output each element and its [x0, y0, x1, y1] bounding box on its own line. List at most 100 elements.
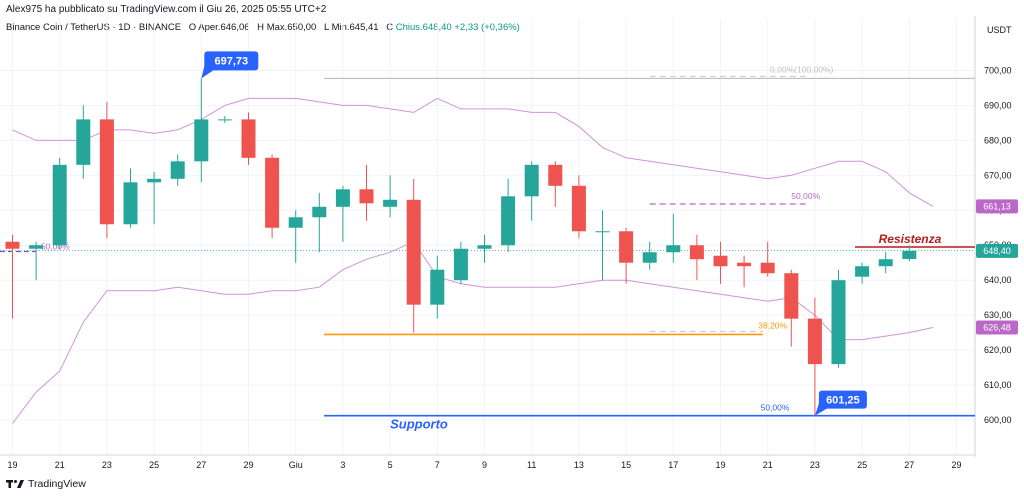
- y-tick-label: 670,00: [984, 170, 1012, 180]
- candle-body: [99, 119, 114, 225]
- bollinger-lower-band: [12, 241, 934, 424]
- candle-body: [406, 199, 421, 305]
- candle-body: [288, 217, 303, 228]
- candle-body: [453, 248, 468, 281]
- y-tick-label: 620,00: [984, 345, 1012, 355]
- x-tick-label: 25: [857, 460, 867, 470]
- y-tick-label: 700,00: [984, 65, 1012, 75]
- candle-body: [217, 119, 232, 121]
- candle-body: [571, 185, 586, 232]
- x-tick-label: 27: [904, 460, 914, 470]
- candle-body: [737, 262, 752, 267]
- low-value: Min.645,41: [331, 22, 379, 33]
- y-tick-label: 690,00: [984, 100, 1012, 110]
- high-value: Max.650,00: [266, 22, 317, 33]
- candle-body: [477, 245, 492, 249]
- change-value: +2,33 (+0,36%): [454, 22, 520, 33]
- candle-body: [147, 178, 162, 183]
- low-label: L: [323, 22, 329, 33]
- x-tick-label: 21: [55, 460, 65, 470]
- candle-body: [642, 252, 657, 263]
- candle-body: [430, 269, 445, 305]
- candle-body: [760, 262, 775, 274]
- x-tick-label: 9: [482, 460, 487, 470]
- lower-band-price-tag-label: 626,48: [983, 322, 1011, 332]
- candle-body: [52, 164, 67, 246]
- x-tick-label: 19: [715, 460, 725, 470]
- x-tick-label: 17: [668, 460, 678, 470]
- tradingview-footer: TradingView: [6, 478, 86, 490]
- candle-body: [194, 119, 209, 162]
- low-callout-label: 601,25: [826, 395, 860, 407]
- candle-body: [902, 250, 917, 260]
- y-tick-label: 600,00: [984, 415, 1012, 425]
- resistance-label: Resistenza: [879, 232, 942, 246]
- x-tick-label: 15: [621, 460, 631, 470]
- x-tick-label: 29: [243, 460, 253, 470]
- candle-body: [29, 245, 44, 249]
- brand-name[interactable]: TradingView: [28, 478, 86, 490]
- publisher-line: Alex975 ha pubblicato su TradingView.com…: [6, 4, 327, 15]
- upper-band-price-tag-box: [976, 199, 1018, 214]
- high-label: H: [257, 22, 265, 33]
- support-label: Supporto: [390, 417, 448, 432]
- candle-body: [312, 206, 327, 218]
- y-tick-label: 640,00: [984, 275, 1012, 285]
- x-tick-label: 19: [7, 460, 17, 470]
- x-tick-label: 21: [763, 460, 773, 470]
- symbol-ohlc-line: Binance Coin / TetherUS · 1D · BINANCE O…: [6, 22, 520, 33]
- current-price-tag-box: [976, 243, 1018, 258]
- candle-body: [241, 119, 256, 158]
- fib-top-label: 0,00%(100,00%): [770, 64, 833, 74]
- bollinger-upper-band: [12, 97, 934, 207]
- candle-body: [784, 273, 799, 319]
- candle-body: [501, 196, 516, 246]
- candle-body: [619, 231, 634, 263]
- candle-body: [76, 119, 91, 165]
- fib-support-label: 50,00%: [761, 403, 790, 413]
- current-price-tag-label: 648,40: [983, 246, 1011, 256]
- x-tick-label: 11: [527, 460, 536, 470]
- candle-body: [878, 259, 893, 267]
- symbol-name[interactable]: Binance Coin / TetherUS · 1D · BINANCE: [6, 22, 182, 33]
- low-callout-pointer: [814, 403, 827, 416]
- fib-mid-label: 50,00%: [791, 191, 820, 201]
- candle-body: [383, 199, 398, 207]
- candle-body: [524, 164, 539, 197]
- fib-left-label: 50,00%: [41, 241, 70, 251]
- candle-body: [595, 231, 610, 233]
- open-value: Aper.646,06: [198, 22, 250, 33]
- fib-382-label: 38,20%: [758, 320, 787, 330]
- x-tick-label: 29: [951, 460, 961, 470]
- x-tick-label: 13: [574, 460, 584, 470]
- candle-body: [855, 266, 870, 277]
- low-callout-box: [818, 390, 867, 409]
- x-tick-label: 23: [102, 460, 112, 470]
- upper-band-price-tag-label: 661,13: [983, 201, 1011, 211]
- x-tick-label: 27: [196, 460, 206, 470]
- close-value: Chius.648,40: [395, 22, 452, 33]
- x-tick-label: 25: [149, 460, 159, 470]
- candle-body: [123, 182, 138, 225]
- candle-body: [335, 189, 350, 207]
- x-tick-label: 3: [340, 460, 345, 470]
- candle-body: [807, 318, 822, 365]
- candle-body: [548, 164, 563, 186]
- x-tick-label: 7: [435, 460, 440, 470]
- candle-body: [265, 157, 280, 228]
- y-tick-label: 610,00: [984, 380, 1012, 390]
- high-callout-label: 697,73: [214, 55, 248, 67]
- high-callout-pointer: [201, 66, 214, 79]
- lower-band-price-tag-box: [976, 320, 1018, 335]
- candle-body: [713, 255, 728, 267]
- candle-body: [666, 245, 681, 253]
- candle-body: [689, 245, 704, 260]
- open-label: O: [188, 22, 197, 33]
- tradingview-logo-icon: [6, 480, 24, 488]
- x-tick-label: Giu: [289, 460, 303, 470]
- x-tick-label: 23: [810, 460, 820, 470]
- currency-label: USDT: [987, 25, 1012, 35]
- y-tick-label: 680,00: [984, 135, 1012, 145]
